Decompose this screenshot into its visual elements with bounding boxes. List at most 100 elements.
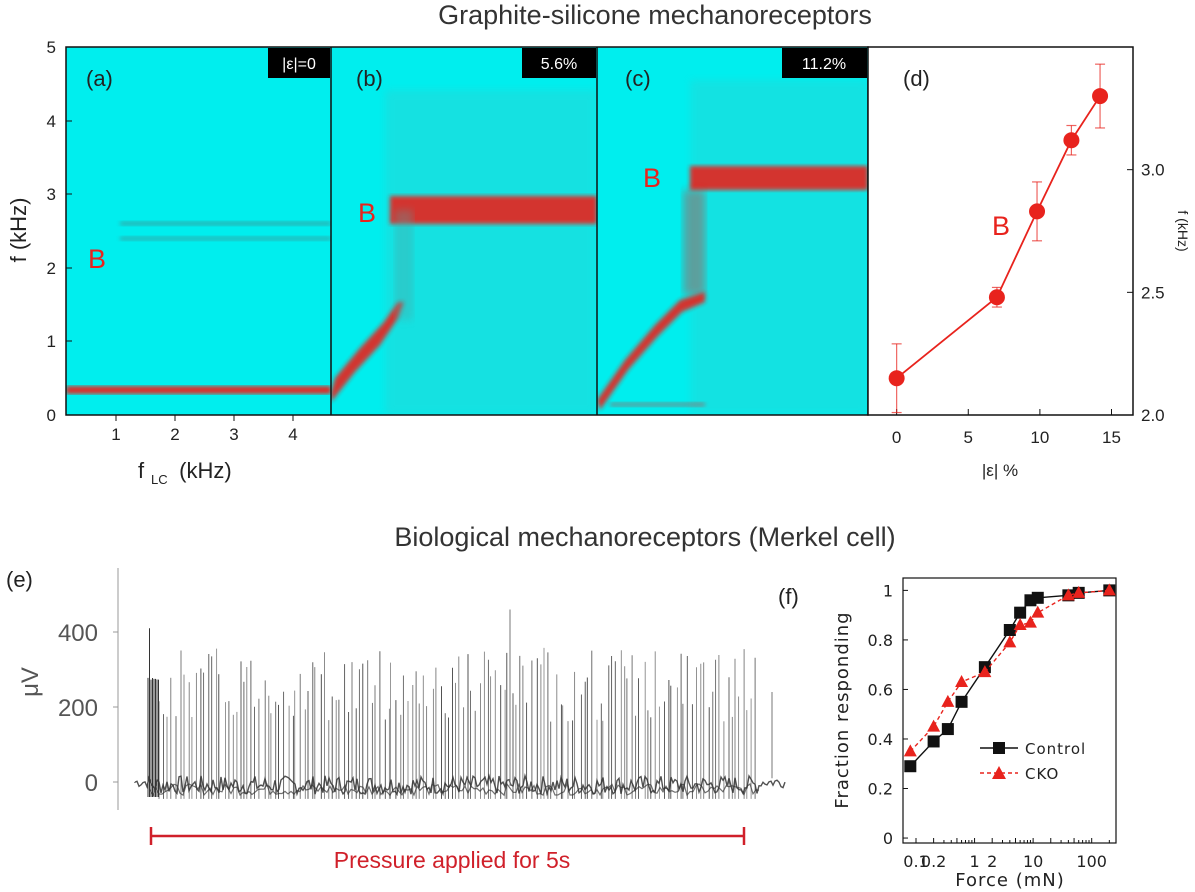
spectrogram-y-ticks: 0 1 2 3 4 5 bbox=[47, 38, 72, 425]
panel-a-mode-label: B bbox=[88, 244, 106, 274]
panel-d-marks bbox=[888, 63, 1109, 414]
panel-f-cko-line bbox=[909, 589, 1110, 752]
spec-xlabel-sub: LC bbox=[151, 472, 168, 487]
panel-f-ytick-label: 0 bbox=[883, 829, 893, 848]
panel-a-label: (a) bbox=[86, 66, 113, 91]
spec-ytick-0: 0 bbox=[47, 406, 56, 425]
panel-f-ytick-label: 0.6 bbox=[868, 680, 893, 699]
panel-d-xtick-label: 0 bbox=[892, 428, 901, 447]
panel-e-label: (e) bbox=[6, 567, 33, 592]
panel-d-xlabel: |ε| % bbox=[982, 461, 1018, 480]
panel-f-ytick-label: 0.2 bbox=[868, 780, 893, 799]
panel-f-label: (f) bbox=[778, 584, 799, 609]
panel-f-xtick-label: 100 bbox=[1076, 852, 1107, 871]
panel-f-cko-point bbox=[978, 665, 992, 678]
spec-ytick-1: 1 bbox=[47, 332, 56, 351]
panel-e-baseline-noise bbox=[149, 781, 760, 797]
panel-f-control-point bbox=[941, 723, 954, 736]
spectrogram-panels: |ε|=0 5.6% 11.2% (a) (b) (c) B B B 0 1 2… bbox=[6, 38, 869, 487]
spec-ytick-2: 2 bbox=[47, 259, 56, 278]
panel-f-xtick-label: 10 bbox=[1023, 852, 1043, 871]
panel-f-x-ticks: 0.10.2 1 2 10 100 bbox=[903, 838, 1110, 871]
panel-d-xtick-label: 10 bbox=[1030, 428, 1049, 447]
panel-f-control-point bbox=[1014, 606, 1027, 619]
panel-f-cko-point bbox=[1031, 605, 1045, 618]
panel-c-mode-label: B bbox=[643, 163, 661, 193]
panel-b-badge: 5.6% bbox=[541, 56, 577, 73]
panel-f-control-point bbox=[927, 735, 940, 748]
legend-cko-marker bbox=[992, 766, 1006, 779]
panel-d-x-ticks: 0 5 10 15 bbox=[892, 409, 1121, 447]
panel-d-y-ticks: 2.0 2.5 3.0 bbox=[1127, 161, 1165, 425]
panel-d-xtick-label: 15 bbox=[1102, 428, 1121, 447]
spectrogram-x-ticks: 1 2 3 4 bbox=[111, 415, 298, 444]
panel-e-chart: (e) 0 200 400 μV Pressure applied for 5s bbox=[6, 567, 786, 873]
panel-e-voltage-trace bbox=[134, 609, 786, 799]
legend-cko-label: CKO bbox=[1025, 765, 1059, 783]
panel-d-data-point bbox=[1029, 203, 1046, 220]
panel-b-mode-label: B bbox=[358, 198, 376, 228]
panel-f-xtick-label: 0.2 bbox=[921, 852, 946, 871]
panel-d-data-point bbox=[1063, 132, 1080, 149]
panel-f-xtick-label: 0.1 bbox=[903, 852, 928, 871]
panel-f-y-ticks: 0 0.2 0.4 0.6 0.8 1 bbox=[868, 581, 908, 848]
panel-d-ytick-label: 3.0 bbox=[1141, 161, 1165, 180]
panel-f-control-point bbox=[1003, 624, 1016, 637]
panel-e-ylabel: μV bbox=[17, 667, 44, 697]
panel-f-ytick-label: 1 bbox=[883, 581, 893, 600]
panel-f-cko-point bbox=[1003, 635, 1017, 648]
panel-d-frame bbox=[867, 46, 1134, 416]
panel-d-label: (d) bbox=[903, 66, 930, 91]
panel-f-cko-point bbox=[941, 694, 955, 707]
panel-f-cko-point bbox=[1061, 588, 1075, 601]
panel-f-cko-point bbox=[1023, 615, 1037, 628]
panel-d-chart: (d) B 0 5 10 15 2.0 2.5 3.0 |ε| % f (kHz) bbox=[867, 46, 1191, 480]
panel-d-ylabel: f (kHz) bbox=[1175, 210, 1191, 251]
panel-d-data-point bbox=[988, 289, 1005, 306]
panel-b-badge-bg bbox=[522, 48, 596, 78]
spec-xtick-4: 4 bbox=[288, 425, 297, 444]
legend-control-marker bbox=[993, 742, 1005, 754]
panel-f-chart: (f) 0.10.2 1 2 10 100 00.20.40.60.81 Control… bbox=[778, 577, 1117, 891]
panel-f-ylabel: Fraction responding bbox=[832, 611, 853, 808]
panel-f-xtick-label: 2 bbox=[987, 852, 997, 871]
panel-a-background bbox=[66, 47, 331, 415]
spec-xtick-3: 3 bbox=[229, 425, 238, 444]
panel-f-cko-point bbox=[1072, 585, 1086, 598]
spec-xlabel-main: f bbox=[138, 458, 145, 483]
panel-d-ytick-label: 2.0 bbox=[1141, 406, 1165, 425]
panel-f-ytick-label: 0.4 bbox=[868, 730, 893, 749]
panel-e-y-ticks: 0 200 400 bbox=[58, 620, 118, 797]
panel-f-control-point bbox=[904, 760, 917, 773]
spec-ytick-5: 5 bbox=[47, 38, 56, 57]
panel-f-control-point bbox=[1031, 591, 1044, 604]
panel-d-ytick-label: 2.5 bbox=[1141, 283, 1165, 302]
panel-f-cko-point bbox=[903, 744, 917, 757]
panel-f-ytick-label: 0.8 bbox=[868, 631, 893, 650]
spec-ylabel: f (kHz) bbox=[6, 198, 31, 263]
panel-f-cko-point bbox=[955, 675, 969, 688]
pressure-bar bbox=[149, 827, 746, 845]
panel-c-signal bbox=[597, 80, 868, 415]
panel-b-label: (b) bbox=[356, 66, 383, 91]
panel-f-cko-point bbox=[1102, 583, 1116, 596]
pressure-annotation: Pressure applied for 5s bbox=[334, 847, 571, 873]
panel-f-control-point bbox=[955, 695, 968, 708]
panel-d-data-point bbox=[1092, 88, 1109, 105]
panel-c-label: (c) bbox=[625, 66, 651, 91]
spec-xtick-2: 2 bbox=[170, 425, 179, 444]
panel-e-ytick-label: 0 bbox=[85, 770, 98, 797]
panel-c-badge: 11.2% bbox=[802, 56, 846, 73]
panel-a-badge-bg bbox=[268, 48, 330, 78]
spec-xlabel-unit: (kHz) bbox=[173, 458, 232, 483]
spec-xtick-1: 1 bbox=[111, 425, 120, 444]
spec-ytick-4: 4 bbox=[47, 112, 56, 131]
top-title: Graphite-silicone mechanoreceptors bbox=[438, 0, 872, 30]
panel-e-ytick-label: 400 bbox=[58, 620, 98, 647]
bottom-title: Biological mechanoreceptors (Merkel cell… bbox=[394, 522, 895, 552]
panel-f-cko-point bbox=[1013, 618, 1027, 631]
spec-ytick-3: 3 bbox=[47, 185, 56, 204]
panel-f-xtick-label: 1 bbox=[969, 852, 979, 871]
panel-d-data-point bbox=[888, 370, 905, 387]
